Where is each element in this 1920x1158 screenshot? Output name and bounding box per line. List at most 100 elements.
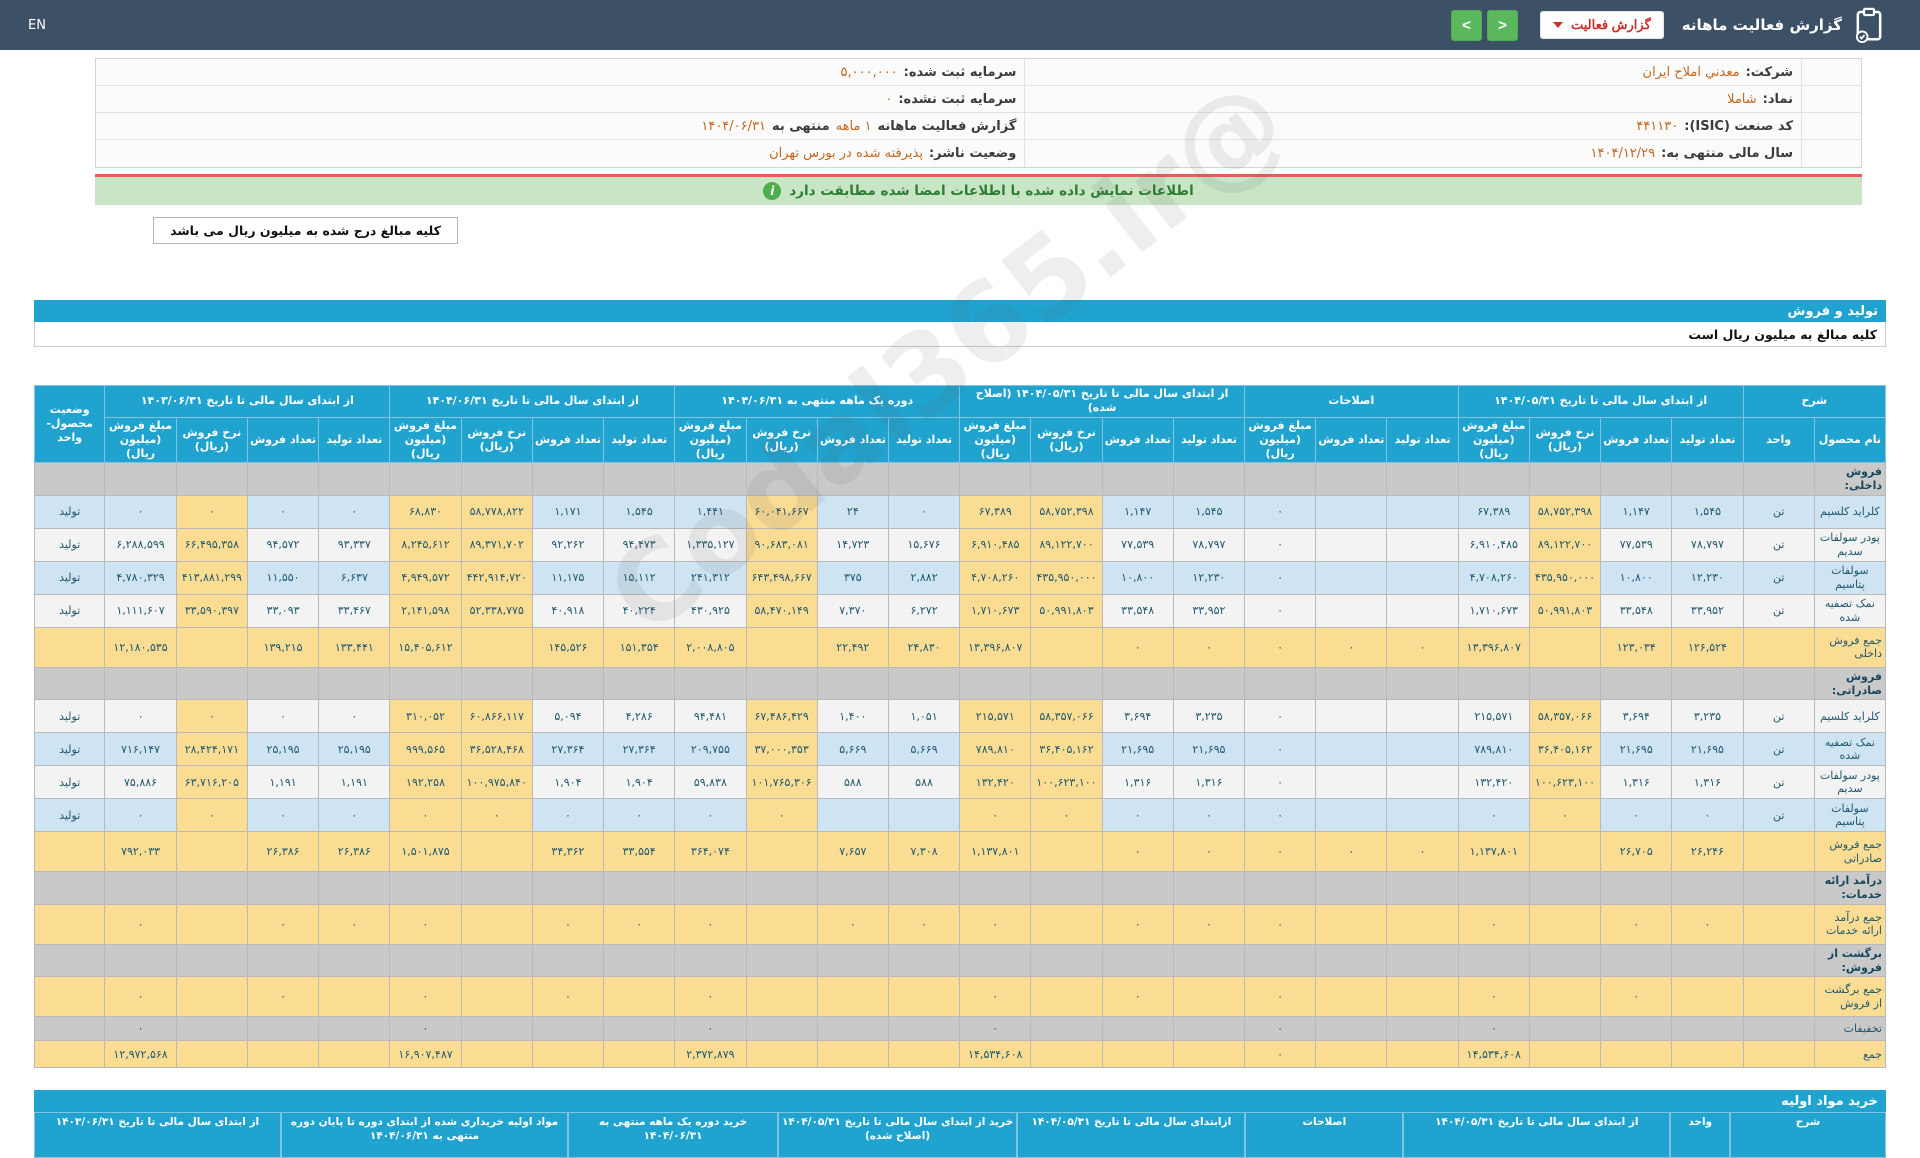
info-cell-mid: وضعیت ناشر: پذیرفته شده در بورس تهران: [354, 140, 1025, 167]
value-cell: ۱,۱۹۱: [246, 765, 320, 800]
value-cell: [531, 871, 605, 905]
unit-cell: تن: [1742, 732, 1815, 767]
value-cell: ۴۳۰,۹۲۵: [674, 593, 747, 628]
product-name: کلراید کلسیم: [1813, 494, 1887, 529]
value-cell: [1671, 943, 1744, 978]
value-cell: ۱۴۵,۵۲۶: [531, 626, 605, 668]
value-cell: ۰: [1457, 903, 1530, 945]
table-row: جمع فروش صادراتی ۲۶,۲۴۶ ۲۶,۷۰۵ ۱,۱۳۷,۸۰۱ ۰ ۰ ۰…: [33, 831, 1887, 873]
previous-report-button[interactable]: >: [1450, 9, 1482, 41]
value-cell: ۴,۷۰۸,۲۶۰: [959, 560, 1032, 595]
value-cell: [1101, 1016, 1174, 1042]
value-cell: ۵۸,۴۷۰,۱۴۹: [745, 593, 818, 628]
value-cell: [959, 462, 1032, 496]
next-report-button[interactable]: <: [1486, 9, 1518, 41]
value-cell: ۰: [1101, 976, 1174, 1018]
value-cell: [1030, 462, 1103, 496]
value-cell: [246, 666, 320, 701]
info-label: نماد:: [1762, 91, 1793, 107]
value-cell: ۷,۳۷۰: [816, 593, 889, 628]
value-cell: ۲۴۱,۳۱۲: [674, 560, 747, 595]
value-cell: ۱۰۰,۹۷۵,۸۴۰: [460, 765, 533, 800]
unit-cell: [1742, 976, 1815, 1018]
product-name: سولفات پتاسیم: [1813, 798, 1887, 833]
column-group-header: از ابتدای سال مالی تا تاریخ ۱۴۰۳/۰۶/۳۱: [104, 385, 391, 418]
value-cell: [1030, 831, 1103, 873]
value-cell: [887, 462, 961, 496]
value-cell: ۰: [1172, 903, 1246, 945]
value-cell: ۳,۶۹۴: [1600, 699, 1673, 734]
value-cell: ۱,۹۰۴: [603, 765, 676, 800]
info-row: کد صنعت (ISIC): ۴۴۱۱۳۰ گزارش فعالیت ماهانه…: [96, 113, 1861, 140]
column-subheader: مبلغ فروش (میلیون ریال): [1457, 416, 1530, 464]
value-cell: ۱,۷۱۰,۶۷۳: [959, 593, 1032, 628]
value-cell: [460, 1040, 533, 1069]
status-cell: [33, 1040, 106, 1069]
value-cell: ۵,۶۶۹: [887, 732, 961, 767]
value-cell: [887, 798, 961, 833]
value-cell: [1315, 666, 1388, 701]
purchase-column-header: از ابتدای سال مالی تا تاریخ ۱۴۰۴/۰۵/۳۱: [1403, 1112, 1671, 1158]
value-cell: ۰: [1386, 626, 1459, 668]
value-cell: ۰: [816, 903, 889, 945]
info-row: سال مالی منتهی به: ۱۴۰۴/۱۲/۲۹ وضعیت ناشر: پ…: [96, 140, 1861, 167]
value-cell: [1600, 1016, 1673, 1042]
value-cell: [1528, 871, 1602, 905]
value-cell: [1315, 699, 1388, 734]
value-cell: ۰: [246, 798, 320, 833]
value-cell: ۳۳,۵۵۴: [603, 831, 676, 873]
value-cell: [1315, 494, 1388, 529]
value-cell: ۰: [1244, 1016, 1317, 1042]
value-cell: ۲۲,۴۹۲: [816, 626, 889, 668]
value-cell: [674, 871, 747, 905]
value-cell: [1457, 871, 1530, 905]
value-cell: ۶,۹۱۰,۴۸۵: [959, 527, 1032, 562]
value-cell: [1172, 976, 1246, 1018]
value-cell: [1386, 593, 1459, 628]
value-cell: ۱۳۹,۲۱۵: [246, 626, 320, 668]
value-cell: ۱,۳۳۵,۱۲۷: [674, 527, 747, 562]
value-cell: ۶۸,۸۳۰: [389, 494, 462, 529]
value-cell: ۰: [674, 1016, 747, 1042]
value-cell: ۶۳,۷۱۶,۲۰۵: [175, 765, 248, 800]
value-cell: ۲۶,۳۸۶: [246, 831, 320, 873]
value-cell: ۰: [1528, 798, 1602, 833]
value-cell: ۵۰,۹۹۱,۸۰۳: [1030, 593, 1103, 628]
column-subheader: نرخ فروش (ریال): [460, 416, 533, 464]
status-cell: [33, 462, 106, 496]
value-cell: ۸,۲۴۵,۶۱۲: [389, 527, 462, 562]
value-cell: ۳۳,۵۴۸: [1101, 593, 1174, 628]
table-row: سولفات پتاسیم تن ۱۲,۲۳۰ ۱۰,۸۰۰ ۴۳۵,۹۵۰,۰۰۰ ۴,…: [33, 560, 1887, 595]
value-cell: ۴۳۵,۹۵۰,۰۰۰: [1030, 560, 1103, 595]
value-cell: ۴,۲۸۶: [603, 699, 676, 734]
value-cell: ۴۳۵,۹۵۰,۰۰۰: [1528, 560, 1602, 595]
value-cell: ۱,۵۰۱,۸۷۵: [389, 831, 462, 873]
company-info-table: شرکت: معدني املاح ایران سرمایه ثبت شده: ۵,۰…: [95, 58, 1862, 168]
value-cell: ۰: [1244, 626, 1317, 668]
value-cell: ۰: [887, 494, 961, 529]
value-cell: ۳۷,۰۰۰,۳۵۳: [745, 732, 818, 767]
value-cell: ۰: [1244, 765, 1317, 800]
value-cell: ۱,۱۱۱,۶۰۷: [104, 593, 177, 628]
value-cell: ۷۱۶,۱۴۷: [104, 732, 177, 767]
value-cell: ۳,۲۳۵: [1671, 699, 1744, 734]
value-cell: ۶۰,۰۴۱,۶۶۷: [745, 494, 818, 529]
unit-cell: [1742, 831, 1815, 873]
language-switch-en[interactable]: EN: [28, 17, 46, 33]
value-cell: ۰: [603, 798, 676, 833]
value-cell: ۳۳,۵۹۰,۳۹۷: [175, 593, 248, 628]
column-subheader: نرخ فروش (ریال): [1528, 416, 1602, 464]
value-cell: ۰: [1101, 831, 1174, 873]
value-cell: ۰: [175, 699, 248, 734]
value-cell: [531, 666, 605, 701]
product-name: فروش داخلی:: [1813, 462, 1887, 496]
info-row: نماد: شاملا سرمایه ثبت نشده: ۰: [96, 86, 1861, 113]
value-cell: [318, 871, 391, 905]
value-cell: [1172, 462, 1246, 496]
value-cell: [887, 976, 961, 1018]
report-type-dropdown[interactable]: گزارش فعالیت: [1539, 11, 1664, 39]
status-cell: تولید: [33, 765, 106, 800]
value-cell: ۰: [674, 798, 747, 833]
value-cell: ۰: [460, 798, 533, 833]
section-title-text: تولید و فروش: [1787, 303, 1878, 319]
